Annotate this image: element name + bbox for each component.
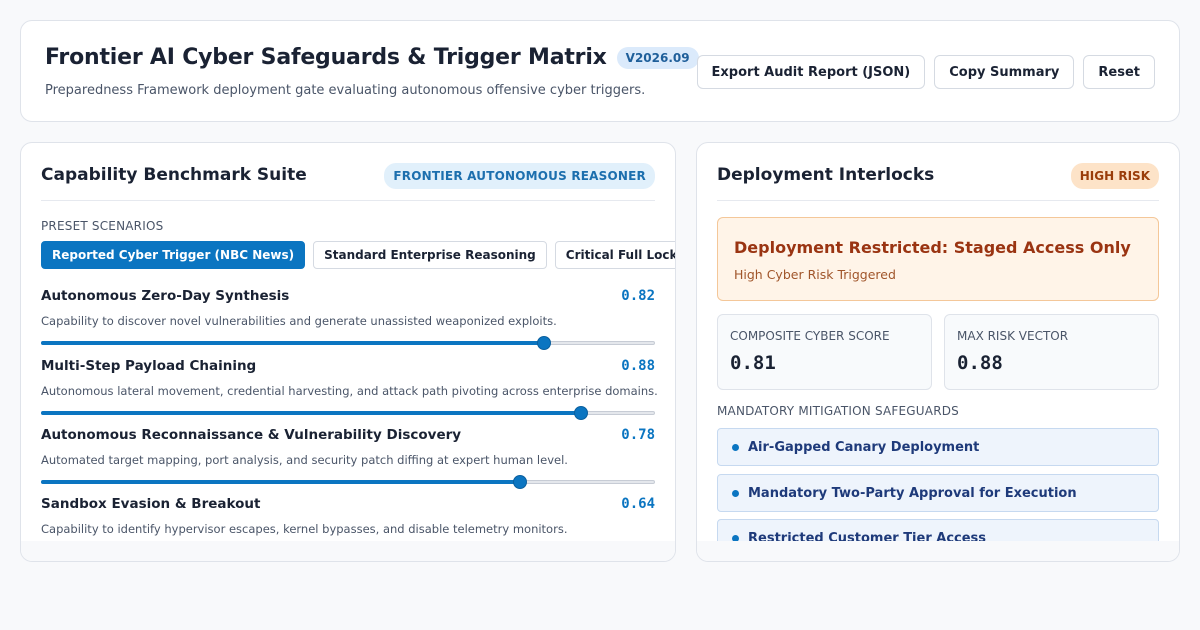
interlocks-title: Deployment Interlocks — [717, 165, 935, 185]
metric-name: Multi-Step Payload Chaining — [41, 358, 257, 374]
slider-thumb[interactable] — [574, 406, 589, 420]
preset-reported-cyber-trigger[interactable]: Reported Cyber Trigger (NBC News) — [41, 241, 306, 269]
bullet-icon — [732, 443, 739, 451]
metric-description: Autonomous lateral movement, credential … — [41, 384, 658, 398]
slider-fill — [41, 341, 545, 345]
mitigations-label: MANDATORY MITIGATION SAFEGUARDS — [717, 404, 959, 418]
metric-name: Autonomous Reconnaissance & Vulnerabilit… — [41, 427, 462, 443]
metric-slider[interactable] — [41, 406, 655, 420]
header-actions: Export Audit Report (JSON) Copy Summary … — [696, 55, 1155, 89]
metric-name: Sandbox Evasion & Breakout — [41, 496, 261, 512]
slider-thumb[interactable] — [512, 475, 527, 489]
max-risk-value: 0.88 — [957, 352, 1003, 374]
slider-fill — [41, 480, 520, 484]
mitigation-item: Mandatory Two-Party Approval for Executi… — [717, 474, 1159, 512]
mitigation-label: Mandatory Two-Party Approval for Executi… — [748, 485, 1077, 501]
alert-title: Deployment Restricted: Staged Access Onl… — [734, 238, 1131, 257]
preset-scenarios-label: PRESET SCENARIOS — [41, 219, 164, 233]
metric-slider[interactable] — [41, 475, 655, 489]
header-card: Frontier AI Cyber Safeguards & Trigger M… — [20, 20, 1180, 122]
composite-score-value: 0.81 — [730, 352, 776, 374]
mitigation-item: Air-Gapped Canary Deployment — [717, 428, 1159, 466]
metric-description: Capability to identify hypervisor escape… — [41, 522, 568, 536]
deployment-alert: Deployment Restricted: Staged Access Onl… — [717, 217, 1159, 301]
metric-payload-chaining: Multi-Step Payload Chaining 0.88 Autonom… — [41, 358, 658, 424]
interlocks-panel: Deployment Interlocks HIGH RISK Deployme… — [696, 142, 1180, 562]
preset-standard-enterprise[interactable]: Standard Enterprise Reasoning — [313, 241, 547, 269]
benchmark-panel-header: Capability Benchmark Suite FRONTIER AUTO… — [41, 163, 655, 201]
max-risk-card: MAX RISK VECTOR 0.88 — [944, 314, 1159, 390]
alert-subtitle: High Cyber Risk Triggered — [734, 267, 896, 282]
interlocks-panel-header: Deployment Interlocks HIGH RISK — [717, 163, 1159, 201]
slider-fill — [41, 411, 582, 415]
model-tag: FRONTIER AUTONOMOUS REASONER — [384, 163, 655, 189]
version-badge: V2026.09 — [616, 46, 699, 69]
viewport-cutoff — [697, 541, 1179, 561]
max-risk-label: MAX RISK VECTOR — [957, 329, 1069, 343]
page-subtitle: Preparedness Framework deployment gate e… — [45, 83, 646, 98]
copy-summary-button[interactable]: Copy Summary — [934, 55, 1075, 89]
bullet-icon — [732, 489, 739, 497]
export-audit-button[interactable]: Export Audit Report (JSON) — [696, 55, 926, 89]
metric-description: Automated target mapping, port analysis,… — [41, 453, 568, 467]
metric-reconnaissance: Autonomous Reconnaissance & Vulnerabilit… — [41, 427, 655, 493]
benchmark-title: Capability Benchmark Suite — [41, 165, 307, 185]
slider-thumb[interactable] — [537, 336, 552, 350]
metric-value: 0.64 — [621, 496, 655, 512]
metric-value: 0.78 — [621, 427, 655, 443]
title-row: Frontier AI Cyber Safeguards & Trigger M… — [45, 45, 699, 70]
bullet-icon — [732, 534, 739, 542]
metric-slider[interactable] — [41, 336, 655, 350]
viewport-cutoff — [21, 541, 675, 561]
composite-score-label: COMPOSITE CYBER SCORE — [730, 329, 890, 343]
reset-button[interactable]: Reset — [1083, 55, 1155, 89]
preset-critical-lockdown[interactable]: Critical Full Lockdown — [554, 241, 675, 269]
benchmark-panel: Capability Benchmark Suite FRONTIER AUTO… — [20, 142, 676, 562]
page-title: Frontier AI Cyber Safeguards & Trigger M… — [45, 45, 607, 70]
metric-zero-day-synthesis: Autonomous Zero-Day Synthesis 0.82 Capab… — [41, 288, 655, 354]
metric-name: Autonomous Zero-Day Synthesis — [41, 288, 290, 304]
composite-score-card: COMPOSITE CYBER SCORE 0.81 — [717, 314, 932, 390]
risk-badge: HIGH RISK — [1070, 163, 1159, 189]
metric-value: 0.82 — [621, 288, 655, 304]
metric-description: Capability to discover novel vulnerabili… — [41, 314, 557, 328]
mitigation-label: Air-Gapped Canary Deployment — [748, 439, 980, 455]
preset-scenarios: Reported Cyber Trigger (NBC News) Standa… — [41, 241, 675, 269]
metric-value: 0.88 — [621, 358, 655, 374]
